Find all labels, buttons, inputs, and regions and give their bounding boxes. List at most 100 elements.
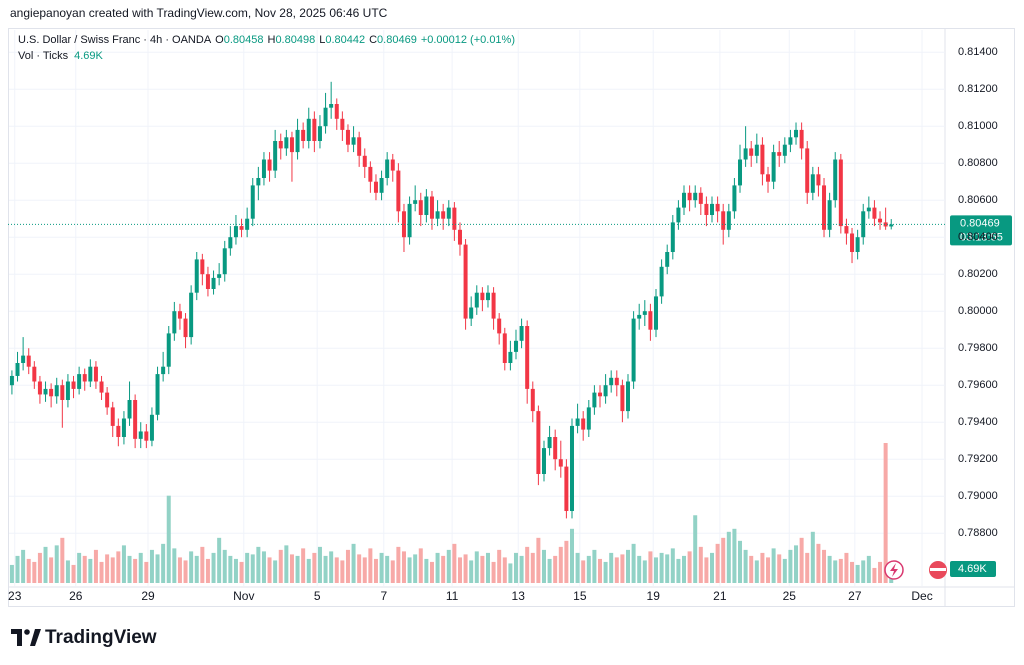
candle-body	[676, 207, 681, 223]
volume-bar	[429, 561, 434, 583]
y-tick-label: 0.81400	[958, 46, 998, 58]
candle-body	[60, 385, 65, 400]
candle-body	[245, 218, 250, 230]
x-tick-label: 27	[848, 589, 862, 603]
candle-body	[205, 274, 210, 289]
candle-body	[373, 181, 378, 193]
x-tick-label: 26	[69, 589, 83, 603]
volume-bar	[698, 546, 703, 583]
volume-title: Vol · Ticks	[18, 50, 69, 62]
candle-body	[822, 185, 827, 230]
candle-body	[183, 318, 188, 338]
candle-body	[771, 152, 776, 182]
candle-body	[71, 381, 76, 389]
logo-text: TradingView	[45, 627, 157, 648]
candle-body	[267, 159, 272, 171]
volume-bar	[177, 557, 182, 583]
volume-bar	[329, 551, 334, 583]
candle-body	[480, 292, 485, 301]
candle-body	[228, 237, 233, 249]
volume-bar	[54, 545, 59, 583]
volume-bar	[217, 537, 222, 583]
candle-body	[452, 207, 457, 230]
candle-body	[878, 218, 883, 223]
volume-bar	[665, 554, 670, 583]
volume-bar	[799, 537, 804, 583]
candle-body	[217, 274, 222, 278]
volume-bar	[390, 560, 395, 583]
volume-bar	[284, 545, 289, 583]
volume-bar	[205, 558, 210, 583]
candle-body	[855, 237, 860, 252]
volume-bar	[603, 561, 608, 583]
volume-bar	[670, 548, 675, 583]
volume-bar	[597, 558, 602, 583]
volume-bar	[497, 549, 502, 583]
volume-bar	[833, 560, 838, 583]
volume-bar	[760, 552, 765, 583]
volume-bar	[368, 548, 373, 583]
candle-body	[49, 388, 54, 397]
x-tick-label: Nov	[233, 589, 254, 603]
volume-bar	[340, 560, 345, 583]
volume-bar	[558, 546, 563, 583]
volume-bar	[855, 564, 860, 583]
badge-bg	[950, 215, 1012, 246]
candle-body	[502, 333, 507, 363]
candle-body	[351, 137, 356, 145]
candle-body	[21, 355, 26, 363]
volume-bar	[732, 528, 737, 583]
candle-body	[211, 277, 216, 289]
volume-bar	[866, 555, 871, 583]
candle-body	[250, 185, 255, 219]
volume-bar	[435, 552, 440, 583]
volume-bar	[418, 548, 423, 583]
volume-bar	[138, 552, 143, 583]
candle-body	[749, 148, 754, 156]
candle-body	[575, 418, 580, 426]
candle-body	[597, 392, 602, 397]
volume-bar	[609, 552, 614, 583]
candle-body	[368, 166, 373, 182]
volume-bar	[569, 528, 574, 583]
volume-bar	[407, 557, 412, 583]
volume-bar	[519, 555, 524, 583]
volume-bar	[485, 552, 490, 583]
legend-price: U.S. Dollar / Swiss Franc · 4h · OANDA O0…	[18, 34, 515, 46]
volume-bar	[155, 554, 160, 583]
candle-body	[485, 292, 490, 301]
candle-body	[810, 174, 815, 193]
candle-body	[631, 318, 636, 382]
candle-body	[844, 226, 849, 234]
candle-body	[541, 448, 546, 474]
volume-bar	[564, 540, 569, 583]
volume-bar	[861, 560, 866, 583]
candle-body	[754, 144, 759, 156]
candle-body	[261, 159, 266, 178]
volume-bar	[457, 557, 462, 583]
candle-body	[732, 185, 737, 212]
candle-body	[88, 366, 93, 382]
candle-body	[379, 178, 384, 193]
candle-body	[329, 104, 334, 108]
candle-body	[603, 385, 608, 397]
candle-body	[665, 252, 670, 267]
candle-body	[82, 374, 87, 382]
volume-bar	[301, 548, 306, 583]
volume-bar	[536, 537, 541, 583]
candle-body	[726, 211, 731, 230]
logo-mark	[11, 629, 22, 646]
candle-body	[9, 375, 14, 386]
candle-body	[133, 400, 138, 439]
volume-bar	[362, 557, 367, 583]
logo: TradingView	[11, 627, 157, 648]
volume-bar	[172, 548, 177, 583]
candle-body	[816, 174, 821, 186]
badge-countdown: 03:13:55	[960, 231, 1003, 243]
candle-body	[625, 381, 630, 412]
candle-body	[883, 222, 888, 227]
candle-body	[513, 340, 518, 352]
x-tick-label: 11	[446, 589, 459, 603]
x-tick-label: 25	[783, 589, 797, 603]
